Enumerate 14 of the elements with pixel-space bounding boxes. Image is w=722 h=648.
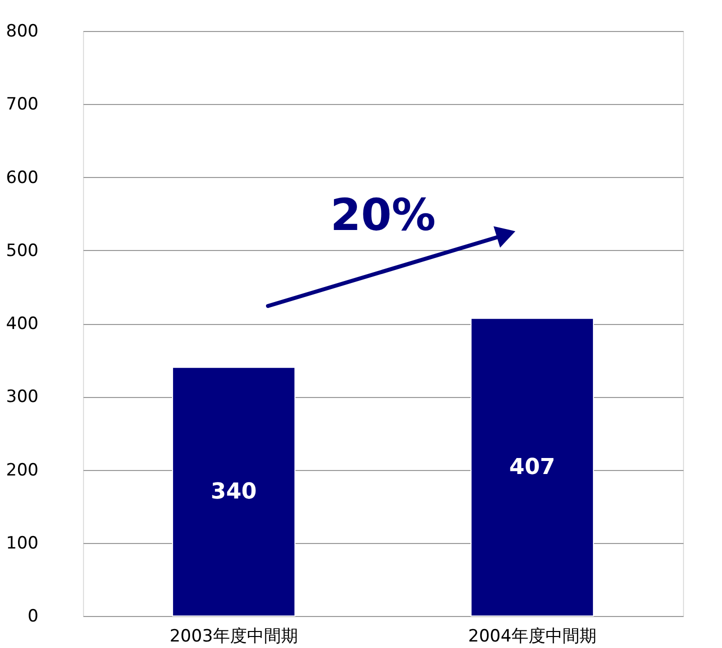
y-tick-label: 300 <box>6 387 38 408</box>
y-tick-label: 400 <box>6 314 38 334</box>
x-tick-label: 2004年度中間期 <box>468 626 596 646</box>
y-tick-label: 700 <box>6 94 38 115</box>
y-tick-label: 600 <box>6 168 38 188</box>
y-tick-label: 0 <box>28 606 38 626</box>
annotation: 20% <box>330 190 436 241</box>
y-tick-label: 500 <box>6 240 38 261</box>
data-label: 407 <box>509 455 556 480</box>
data-label: 340 <box>210 480 257 505</box>
y-tick-label: 200 <box>6 460 38 480</box>
y-tick-label: 800 <box>6 22 38 42</box>
x-tick-label: 2003年度中間期 <box>170 626 298 646</box>
y-tick-label: 100 <box>6 533 38 554</box>
